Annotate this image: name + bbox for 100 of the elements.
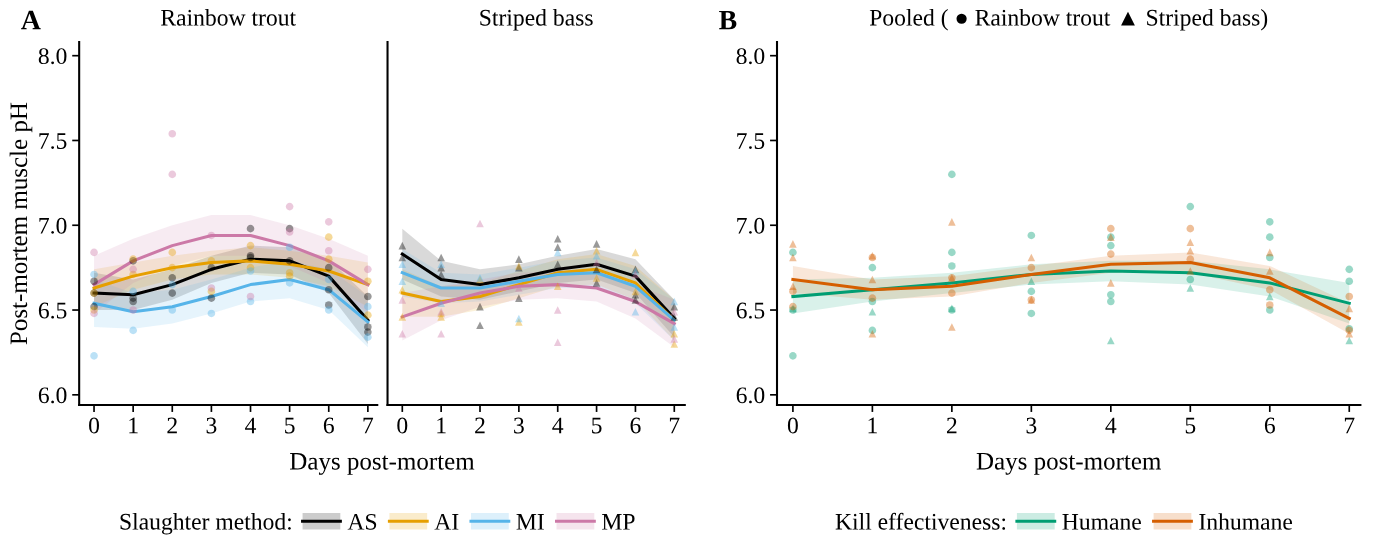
point xyxy=(1027,277,1036,286)
point xyxy=(868,263,877,272)
point xyxy=(437,299,445,308)
point xyxy=(789,253,797,262)
point xyxy=(90,352,98,360)
point xyxy=(592,240,601,248)
point xyxy=(324,285,333,294)
x-tick-label: 5 xyxy=(285,417,295,434)
point xyxy=(398,241,407,250)
point xyxy=(515,284,523,292)
point xyxy=(324,306,333,314)
x-axis-title: Days post-mortem xyxy=(290,453,475,475)
x-tick-label: 1 xyxy=(868,417,877,434)
y-tick-label: 6.0 xyxy=(38,387,67,404)
point xyxy=(670,329,679,338)
point xyxy=(1186,246,1195,255)
point xyxy=(1345,277,1354,286)
point xyxy=(1186,284,1195,292)
x-tick-label: 2 xyxy=(167,417,177,434)
point xyxy=(948,170,956,179)
x-tick-label: 4 xyxy=(1105,417,1117,434)
x-tick-label: 1 xyxy=(437,417,446,434)
point xyxy=(1186,224,1195,233)
point xyxy=(207,263,216,272)
point xyxy=(168,289,177,297)
point xyxy=(1265,292,1274,301)
point xyxy=(1265,248,1274,257)
point xyxy=(90,270,98,279)
point xyxy=(285,228,294,236)
point xyxy=(168,263,177,272)
point xyxy=(553,338,562,347)
point xyxy=(631,287,640,296)
point xyxy=(553,248,562,257)
point xyxy=(324,263,333,272)
x-tick-label: 5 xyxy=(1185,417,1196,434)
point xyxy=(246,267,255,275)
x-tick-label: 1 xyxy=(129,417,138,434)
point xyxy=(789,352,797,360)
point xyxy=(1345,304,1354,313)
x-tick-label: 6 xyxy=(1264,417,1275,434)
point xyxy=(1107,297,1115,306)
chart-title: Rainbow trout xyxy=(161,9,296,26)
point xyxy=(364,265,372,274)
x-tick-label: 2 xyxy=(947,417,957,434)
point xyxy=(324,275,333,284)
chart-title: Pooled ( ● Rainbow trout ▲ Striped bass) xyxy=(869,9,1268,31)
point xyxy=(437,253,445,262)
legend-label: Inhumane xyxy=(1199,513,1293,530)
chart-title: Striped bass xyxy=(480,9,593,31)
point xyxy=(398,329,407,338)
point xyxy=(670,313,679,321)
x-tick-label: 6 xyxy=(630,417,641,434)
point xyxy=(129,297,137,306)
point xyxy=(1265,267,1274,275)
legend-label: AI xyxy=(434,513,459,530)
point xyxy=(553,306,562,314)
point xyxy=(789,282,797,291)
point xyxy=(515,255,523,263)
point xyxy=(90,248,98,257)
y-tick-label: 6.5 xyxy=(38,302,67,319)
line-series xyxy=(92,233,370,287)
text: A xyxy=(21,10,41,30)
point xyxy=(948,218,956,226)
point xyxy=(670,297,679,306)
point xyxy=(592,251,601,260)
point xyxy=(207,294,216,302)
point xyxy=(129,287,137,296)
point xyxy=(631,307,640,316)
point xyxy=(168,280,177,289)
point xyxy=(868,294,877,302)
x-tick-label: 6 xyxy=(323,417,334,434)
point xyxy=(129,265,137,274)
point xyxy=(1027,263,1036,272)
point xyxy=(1107,336,1115,345)
x-tick-label: 0 xyxy=(787,417,798,434)
point xyxy=(285,272,294,280)
point xyxy=(670,307,679,316)
point xyxy=(631,248,640,257)
y-tick-label: 7.5 xyxy=(737,133,765,149)
point xyxy=(670,335,679,343)
point xyxy=(1265,285,1274,294)
y-tick-label: 7.0 xyxy=(39,217,67,234)
point xyxy=(90,277,98,286)
point xyxy=(437,329,445,338)
x-axis-title: Days post-mortem xyxy=(976,453,1161,475)
point xyxy=(1107,224,1115,233)
point xyxy=(592,265,601,274)
point xyxy=(364,311,372,319)
point xyxy=(168,306,177,314)
point xyxy=(1107,250,1115,258)
y-tick-label: 7.5 xyxy=(39,133,67,149)
point xyxy=(631,296,640,304)
point xyxy=(398,260,407,269)
x-tick-label: 7 xyxy=(1344,417,1355,434)
x-tick-label: 5 xyxy=(592,417,602,434)
point xyxy=(868,307,877,316)
point xyxy=(285,257,294,265)
point xyxy=(476,321,484,330)
point xyxy=(515,294,523,302)
point xyxy=(1265,301,1274,309)
